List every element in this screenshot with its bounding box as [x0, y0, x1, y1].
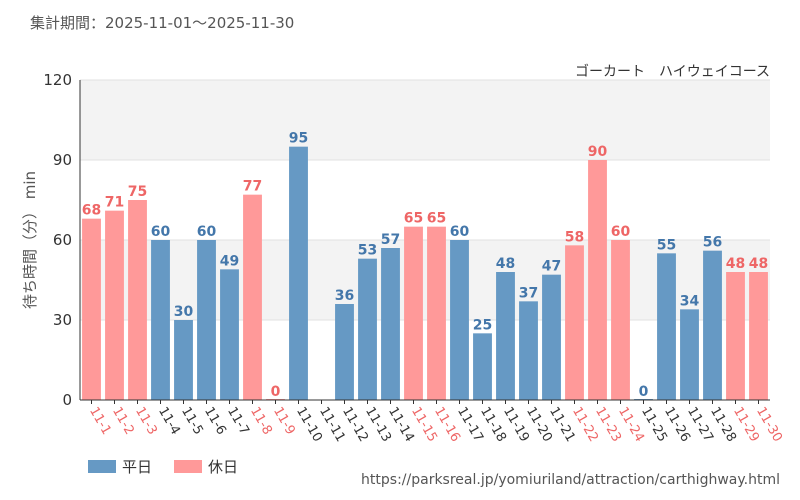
bar-11-24[interactable] — [611, 240, 630, 400]
chart-title: ゴーカート ハイウェイコース — [575, 63, 770, 80]
bar-value-label: 90 — [588, 144, 608, 160]
y-axis-label: 待ち時間（分） min — [21, 171, 39, 309]
legend-label-weekday: 平日 — [122, 458, 153, 476]
bar-value-label: 37 — [519, 285, 538, 301]
bar-value-label: 55 — [657, 237, 676, 253]
bar-11-2[interactable] — [105, 210, 124, 400]
x-tick-label: 11-5 — [178, 405, 206, 438]
bar-value-label: 48 — [726, 256, 745, 272]
bar-11-30[interactable] — [749, 272, 768, 400]
bar-11-6[interactable] — [197, 240, 216, 400]
x-tick-label: 11-4 — [155, 405, 183, 438]
bar-series — [82, 146, 768, 400]
bar-value-label: 30 — [174, 304, 194, 320]
bar-value-label: 60 — [151, 224, 171, 240]
bar-value-label: 95 — [289, 131, 308, 147]
bar-value-label: 49 — [220, 253, 239, 269]
plot-background — [80, 80, 770, 400]
bar-value-label: 60 — [611, 224, 631, 240]
x-tick-label: 11-8 — [247, 405, 275, 438]
bar-value-label: 0 — [639, 384, 649, 400]
bar-11-13[interactable] — [358, 258, 377, 400]
bar-value-label: 36 — [335, 288, 354, 304]
bar-11-12[interactable] — [335, 304, 354, 400]
legend-label-holiday: 休日 — [208, 458, 239, 476]
bar-11-27[interactable] — [680, 309, 699, 400]
bar-11-10[interactable] — [289, 146, 308, 400]
x-tick-label: 11-6 — [201, 405, 229, 438]
bar-value-label: 60 — [197, 224, 217, 240]
bar-11-20[interactable] — [519, 301, 538, 400]
bar-11-8[interactable] — [243, 194, 262, 400]
bar-value-label: 25 — [473, 317, 492, 333]
bar-value-label: 60 — [450, 224, 470, 240]
legend-item-weekday[interactable]: 平日 — [88, 456, 152, 477]
legend-swatch-weekday — [88, 460, 116, 473]
bar-value-label: 57 — [381, 232, 400, 248]
bar-value-label: 68 — [82, 203, 101, 219]
bar-value-label: 47 — [542, 259, 561, 275]
legend: 平日 休日 — [88, 456, 238, 477]
bar-11-4[interactable] — [151, 240, 170, 400]
plot-band — [80, 160, 770, 240]
bar-11-7[interactable] — [220, 269, 239, 400]
bar-11-18[interactable] — [473, 333, 492, 400]
bar-value-label: 75 — [128, 184, 147, 200]
bar-value-label: 56 — [703, 235, 722, 251]
bar-value-label: 71 — [105, 195, 124, 211]
y-tick-label: 60 — [53, 231, 72, 249]
x-tick-label: 11-2 — [109, 405, 137, 438]
bar-11-19[interactable] — [496, 272, 515, 400]
bar-value-label: 58 — [565, 229, 584, 245]
x-tick-label: 11-9 — [270, 405, 298, 438]
x-tick-label: 11-3 — [132, 405, 160, 438]
bar-11-17[interactable] — [450, 240, 469, 400]
y-tick-label: 120 — [43, 71, 72, 89]
x-tick-label: 11-7 — [224, 405, 252, 438]
source-url: https://parksreal.jp/yomiuriland/attract… — [361, 472, 780, 488]
y-tick-label: 0 — [62, 391, 72, 409]
bar-value-label: 77 — [243, 179, 262, 195]
bar-11-23[interactable] — [588, 160, 607, 400]
bar-11-22[interactable] — [565, 245, 584, 400]
bar-11-21[interactable] — [542, 274, 561, 400]
bar-11-14[interactable] — [381, 248, 400, 400]
bar-11-15[interactable] — [404, 226, 423, 400]
plot-band — [80, 240, 770, 320]
y-axis: 0 30 60 90 120 — [43, 71, 81, 409]
bar-value-label: 48 — [749, 256, 768, 272]
bar-11-3[interactable] — [128, 200, 147, 400]
bar-11-29[interactable] — [726, 272, 745, 400]
bar-value-label: 65 — [404, 211, 423, 227]
legend-swatch-holiday — [174, 460, 203, 473]
y-tick-label: 90 — [53, 151, 72, 169]
legend-item-holiday[interactable]: 休日 — [174, 456, 238, 477]
bar-11-28[interactable] — [703, 250, 722, 400]
bar-value-label: 34 — [680, 293, 700, 309]
plot-band — [80, 320, 770, 400]
bar-11-1[interactable] — [82, 218, 101, 400]
x-tick-label: 11-1 — [86, 405, 114, 438]
bar-value-label: 65 — [427, 211, 446, 227]
bar-value-label: 48 — [496, 256, 515, 272]
bar-11-5[interactable] — [174, 320, 193, 400]
period-label: 集計期間：2025-11-01～2025-11-30 — [30, 14, 295, 32]
bar-11-16[interactable] — [427, 226, 446, 400]
bar-value-label: 0 — [271, 384, 281, 400]
plot-band — [80, 80, 770, 160]
x-axis: 11-111-211-311-411-511-611-711-811-911-1… — [80, 399, 785, 445]
y-tick-label: 30 — [53, 311, 72, 329]
bar-value-label: 53 — [358, 243, 377, 259]
bar-11-26[interactable] — [657, 253, 676, 400]
